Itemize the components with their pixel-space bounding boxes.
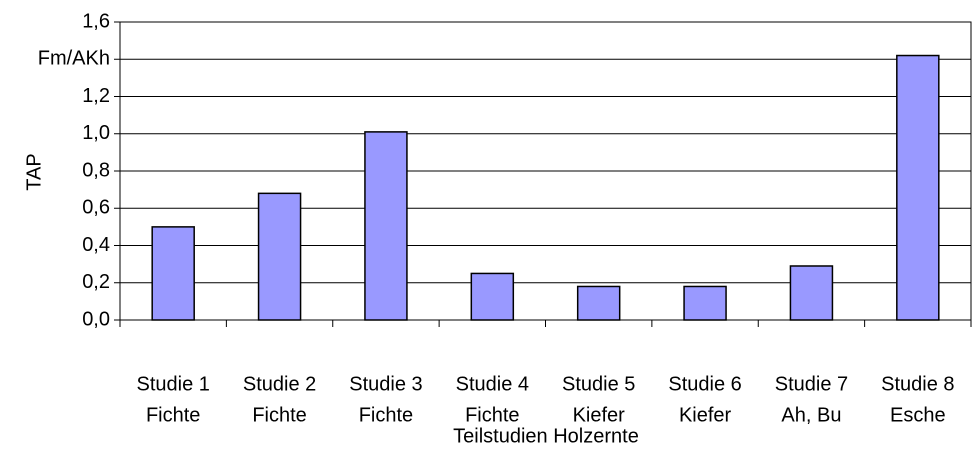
bar <box>789 265 834 321</box>
y-tick-label: 0,2 <box>82 271 110 293</box>
y-tick-label: 1,6 <box>82 10 110 32</box>
y-tick-label: 0,4 <box>82 234 110 256</box>
bar <box>576 285 621 321</box>
bar <box>257 192 302 321</box>
x-tick-label: Kiefer <box>679 404 732 426</box>
x-tick-label: Fichte <box>146 404 200 426</box>
x-tick-label: Fichte <box>252 404 306 426</box>
y-tick-label: 0,8 <box>82 159 110 181</box>
y-tick-label: 0,0 <box>82 308 110 330</box>
y-tick-label: 1,0 <box>82 122 110 144</box>
bar <box>151 226 195 321</box>
x-tick-label: Studie 6 <box>668 373 741 395</box>
x-tick-label: Studie 1 <box>136 373 209 395</box>
bar <box>470 272 515 321</box>
x-tick-label: Studie 7 <box>775 373 848 395</box>
x-tick-label: Fichte <box>465 404 519 426</box>
x-tick-label: Fichte <box>359 404 413 426</box>
y-tick-label: Fm/AKh <box>38 48 110 70</box>
bar <box>683 285 727 321</box>
x-tick-label: Studie 8 <box>881 373 954 395</box>
x-tick-label: Kiefer <box>573 404 626 426</box>
x-axis-label: Teilstudien Holzernte <box>453 425 639 447</box>
x-tick-label: Esche <box>890 404 946 426</box>
y-tick-label: 1,2 <box>82 85 110 107</box>
y-axis-label: TAP <box>23 153 45 190</box>
bar <box>364 131 408 321</box>
x-tick-label: Studie 4 <box>456 373 529 395</box>
x-tick-label: Studie 5 <box>562 373 635 395</box>
x-tick-label: Studie 2 <box>243 373 316 395</box>
x-tick-label: Ah, Bu <box>781 404 841 426</box>
bar <box>896 54 940 321</box>
y-tick-label: 0,6 <box>82 197 110 219</box>
x-tick-label: Studie 3 <box>349 373 422 395</box>
